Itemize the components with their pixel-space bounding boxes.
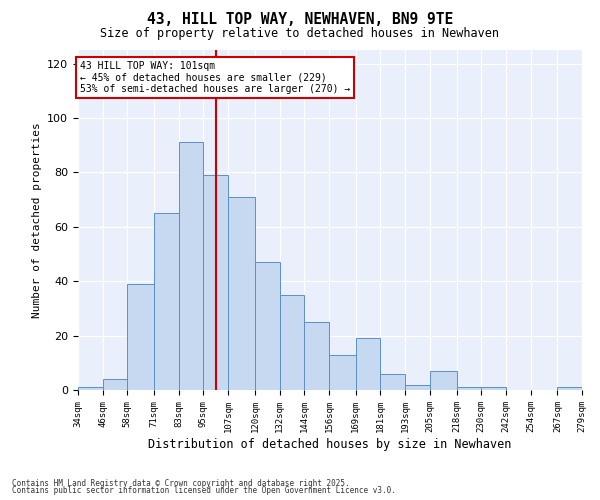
Text: 43 HILL TOP WAY: 101sqm
← 45% of detached houses are smaller (229)
53% of semi-d: 43 HILL TOP WAY: 101sqm ← 45% of detache… [80, 61, 350, 94]
Bar [557, 388, 582, 390]
Bar [179, 142, 203, 390]
Bar [103, 379, 127, 390]
Bar [203, 175, 228, 390]
Text: 43, HILL TOP WAY, NEWHAVEN, BN9 9TE: 43, HILL TOP WAY, NEWHAVEN, BN9 9TE [147, 12, 453, 28]
Bar [127, 284, 154, 390]
Text: Contains HM Land Registry data © Crown copyright and database right 2025.: Contains HM Land Registry data © Crown c… [12, 478, 350, 488]
Text: Contains public sector information licensed under the Open Government Licence v3: Contains public sector information licen… [12, 486, 396, 495]
Bar [405, 384, 430, 390]
X-axis label: Distribution of detached houses by size in Newhaven: Distribution of detached houses by size … [148, 438, 512, 450]
Bar [481, 388, 506, 390]
Bar [457, 388, 481, 390]
Bar [329, 354, 356, 390]
Bar [78, 388, 103, 390]
Bar [356, 338, 380, 390]
Bar [380, 374, 405, 390]
Bar [228, 197, 255, 390]
Text: Size of property relative to detached houses in Newhaven: Size of property relative to detached ho… [101, 28, 499, 40]
Bar [280, 295, 304, 390]
Bar [430, 371, 457, 390]
Y-axis label: Number of detached properties: Number of detached properties [32, 122, 41, 318]
Bar [255, 262, 280, 390]
Bar [304, 322, 329, 390]
Bar [154, 213, 179, 390]
